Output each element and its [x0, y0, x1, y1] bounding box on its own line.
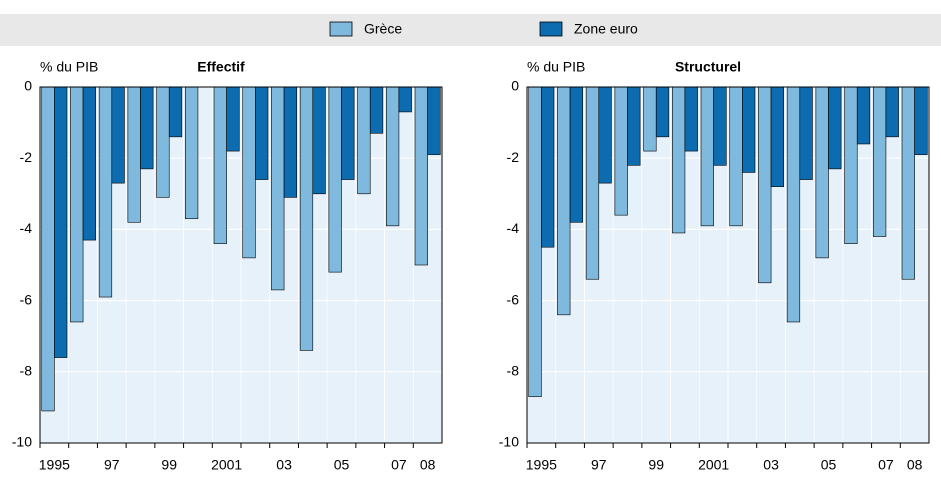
- x-tick-label: 2001: [211, 457, 242, 473]
- bar: [357, 86, 371, 195]
- bar: [569, 86, 584, 223]
- bar: [585, 86, 600, 280]
- y-tick-label: -10: [499, 434, 519, 450]
- bar: [815, 86, 829, 259]
- bar: [398, 86, 412, 113]
- x-tick-label: 97: [591, 457, 607, 473]
- bar: [127, 86, 141, 223]
- bar: [684, 86, 698, 152]
- bar: [41, 86, 55, 412]
- bar: [758, 86, 772, 284]
- bar: [643, 86, 657, 152]
- y-tick-label: -4: [507, 220, 520, 236]
- bar: [70, 86, 84, 323]
- y-tick-label: -2: [507, 149, 520, 165]
- chart-title: Structurel: [675, 59, 741, 75]
- bar: [385, 86, 400, 227]
- bar: [872, 86, 887, 237]
- bar: [414, 86, 428, 266]
- chart-title: Effectif: [197, 59, 245, 75]
- x-tick-label: 08: [420, 457, 436, 473]
- x-tick-label: 05: [334, 457, 350, 473]
- bar: [598, 86, 612, 184]
- bar: [713, 86, 727, 166]
- legend-swatch: [329, 21, 353, 37]
- bar: [901, 86, 915, 280]
- bar: [328, 86, 342, 273]
- y-tick-label: 0: [511, 78, 519, 94]
- y-tick-label: -4: [20, 220, 33, 236]
- y-tick-label: -8: [20, 363, 33, 379]
- x-tick-label: 1995: [39, 457, 70, 473]
- x-tick-label: 97: [104, 457, 120, 473]
- bar: [140, 86, 154, 170]
- bar: [226, 86, 240, 152]
- y-axis-label: % du PIB: [40, 59, 98, 75]
- bar: [312, 86, 326, 195]
- legend-label: Zone euro: [574, 21, 638, 37]
- bar: [168, 86, 183, 138]
- legend-band: [0, 14, 941, 46]
- bar: [98, 86, 113, 298]
- bar: [111, 86, 125, 184]
- bar: [369, 86, 384, 134]
- y-tick-label: -10: [12, 434, 32, 450]
- x-tick-label: 03: [763, 457, 779, 473]
- bar: [786, 86, 801, 323]
- bar: [427, 86, 441, 155]
- bar: [299, 86, 314, 351]
- bar: [729, 86, 743, 227]
- bar: [655, 86, 670, 138]
- x-tick-label: 05: [821, 457, 837, 473]
- x-tick-label: 99: [161, 457, 177, 473]
- bar: [885, 86, 899, 138]
- bar: [54, 86, 68, 358]
- bar: [614, 86, 628, 216]
- x-tick-label: 03: [276, 457, 292, 473]
- bar: [541, 86, 555, 248]
- bar: [799, 86, 813, 180]
- bar: [82, 86, 97, 241]
- bar: [242, 86, 256, 259]
- bar: [627, 86, 641, 166]
- y-tick-label: -2: [20, 149, 33, 165]
- bar: [283, 86, 298, 198]
- legend-label: Grèce: [364, 21, 402, 37]
- x-tick-label: 99: [648, 457, 664, 473]
- bar: [271, 86, 285, 291]
- bar: [700, 86, 714, 227]
- y-tick-label: -8: [507, 363, 520, 379]
- x-tick-label: 07: [878, 457, 894, 473]
- bar: [671, 86, 686, 234]
- bar: [914, 86, 928, 155]
- y-axis-label: % du PIB: [527, 59, 585, 75]
- bar: [828, 86, 842, 170]
- x-tick-label: 1995: [526, 457, 557, 473]
- x-tick-label: 2001: [698, 457, 729, 473]
- bar: [156, 86, 170, 198]
- bar: [341, 86, 355, 180]
- x-tick-label: 07: [391, 457, 407, 473]
- y-tick-label: -6: [507, 291, 520, 307]
- x-tick-label: 08: [907, 457, 923, 473]
- bar: [213, 86, 227, 244]
- bar: [255, 86, 269, 180]
- bar: [557, 86, 571, 316]
- y-tick-label: 0: [24, 78, 32, 94]
- legend-swatch: [539, 21, 563, 37]
- y-tick-label: -6: [20, 291, 33, 307]
- bar: [184, 86, 199, 220]
- bar: [844, 86, 858, 244]
- bar: [742, 86, 756, 173]
- bar: [856, 86, 871, 145]
- bar: [770, 86, 785, 187]
- bar: [528, 86, 542, 398]
